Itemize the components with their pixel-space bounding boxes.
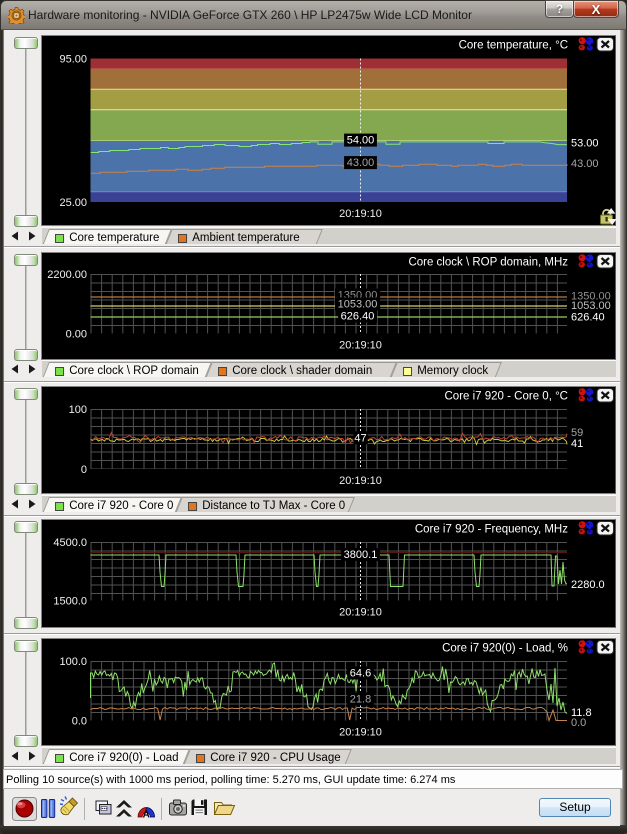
svg-text:1350.00: 1350.00 (571, 291, 611, 303)
svg-text:Core i7 920 - Core 0, °C: Core i7 920 - Core 0, °C (445, 391, 569, 403)
svg-text:20:19:10: 20:19:10 (339, 340, 382, 352)
svg-text:1053.00: 1053.00 (571, 300, 611, 312)
svg-text:0: 0 (81, 464, 87, 476)
svg-text:Core i7 920 - Frequency, MHz: Core i7 920 - Frequency, MHz (415, 524, 568, 536)
svg-text:53.00: 53.00 (571, 138, 599, 150)
svg-text:0.0: 0.0 (571, 717, 586, 729)
svg-text:41: 41 (571, 438, 583, 450)
svg-text:20:19:10: 20:19:10 (339, 208, 382, 220)
svg-text:A: A (143, 810, 150, 821)
svg-text:47: 47 (354, 432, 366, 444)
svg-text:21.8: 21.8 (350, 694, 371, 706)
svg-text:100: 100 (69, 404, 87, 416)
svg-text:20:19:10: 20:19:10 (339, 727, 382, 739)
svg-text:Core i7 920(0) - Load, %: Core i7 920(0) - Load, % (442, 643, 568, 655)
svg-text:0.0: 0.0 (72, 716, 87, 728)
svg-text:20:19:10: 20:19:10 (339, 475, 382, 487)
svg-text:43.00: 43.00 (347, 157, 375, 169)
svg-text:0.00: 0.00 (66, 329, 87, 341)
svg-text:64.6: 64.6 (350, 668, 371, 680)
svg-text:2280.0: 2280.0 (571, 579, 605, 591)
svg-text:Core temperature, °C: Core temperature, °C (459, 40, 568, 52)
svg-text:59: 59 (571, 427, 583, 439)
svg-text:25.00: 25.00 (59, 197, 87, 209)
svg-text:95.00: 95.00 (59, 54, 87, 66)
svg-text:Core clock \ ROP domain, MHz: Core clock \ ROP domain, MHz (408, 257, 568, 269)
svg-text:1053.00: 1053.00 (338, 299, 378, 311)
svg-text:1500.0: 1500.0 (53, 596, 87, 608)
svg-text:626.40: 626.40 (341, 311, 375, 323)
svg-text:3800.1: 3800.1 (344, 549, 378, 561)
svg-text:54.00: 54.00 (347, 135, 375, 147)
svg-text:11.8: 11.8 (571, 707, 592, 719)
svg-text:100.0: 100.0 (59, 656, 87, 668)
svg-text:4500.0: 4500.0 (53, 537, 87, 549)
svg-text:43.00: 43.00 (571, 158, 599, 170)
svg-text:20:19:10: 20:19:10 (339, 607, 382, 619)
svg-text:2200.00: 2200.00 (47, 269, 87, 281)
svg-text:626.40: 626.40 (571, 312, 605, 324)
